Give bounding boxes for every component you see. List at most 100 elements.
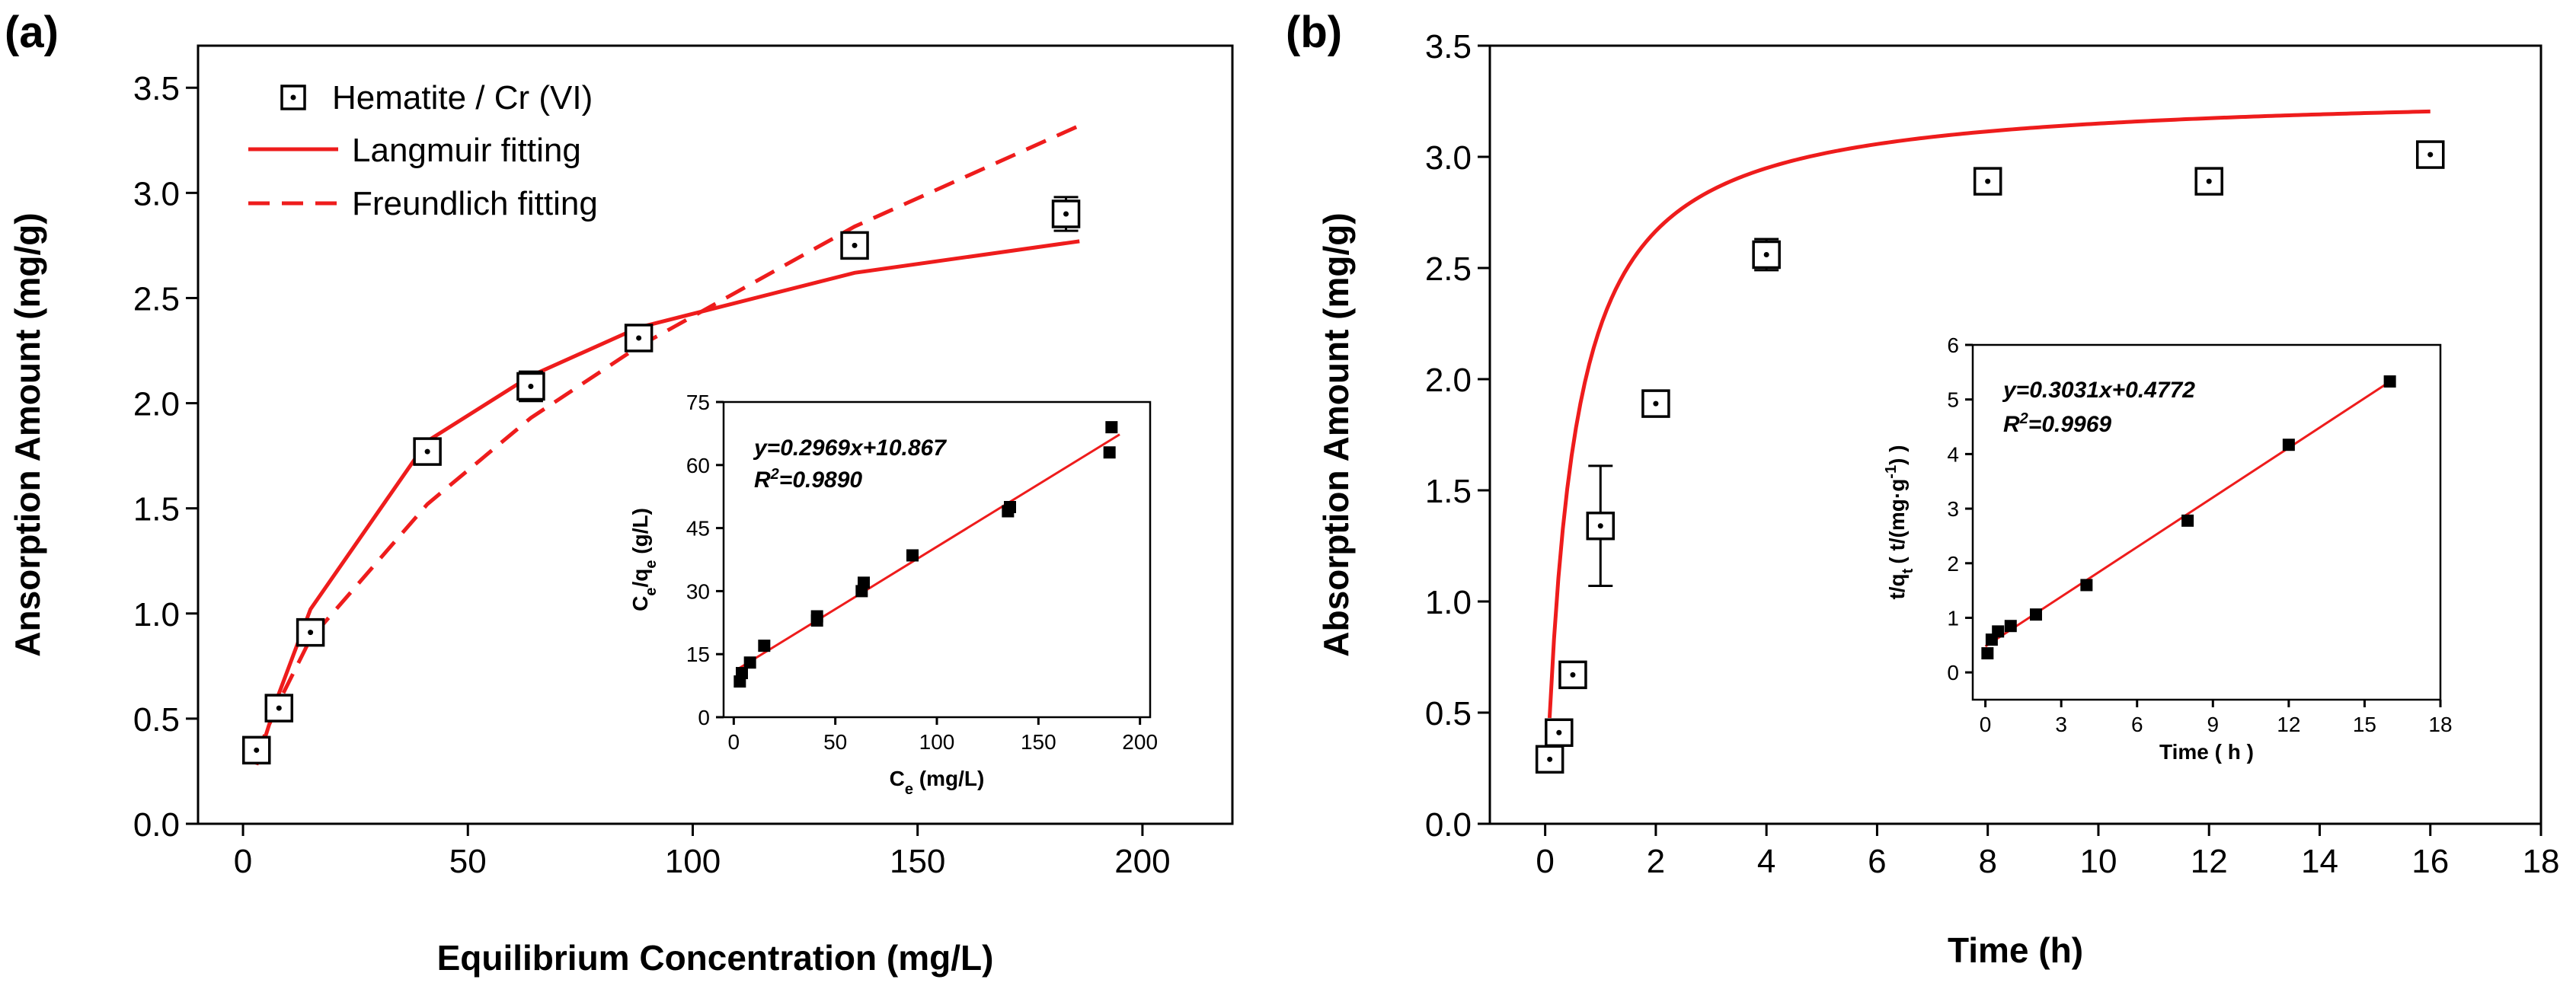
inset-a-r2: R2=0.9890 (754, 466, 862, 493)
inset-point (2181, 514, 2194, 527)
inset-point (736, 667, 748, 680)
y-tick-label: 4 (1947, 442, 1959, 466)
inset-point (1981, 647, 1994, 660)
legend-marker-dot (290, 94, 296, 100)
x-tick-label: 50 (449, 843, 487, 880)
inset-point (810, 610, 823, 623)
y-tick-label: 1.0 (133, 596, 180, 633)
x-tick-label: 150 (890, 843, 945, 880)
inset-point (758, 640, 771, 652)
data-point-dot (308, 630, 314, 636)
panel-b-data-markers (1535, 140, 2445, 774)
inset-point (1992, 625, 2005, 638)
inset-a-fit (737, 433, 1120, 671)
panel-a-data-markers (242, 196, 1081, 765)
inset-a-equation: y=0.2969x+10.867 (753, 435, 947, 461)
x-tick-label: 4 (1757, 843, 1775, 880)
inset-b-equation: y=0.3031x+0.4772 (2002, 378, 2195, 403)
inset-b-x-ticks: 0 3 6 9 12 15 18 (1980, 700, 2453, 736)
inset-b-y-axis-title: t/qt( t/(mg·g-1) ) (1883, 445, 1916, 599)
y-tick-label: 1.5 (133, 491, 180, 528)
x-tick-label: 16 (2411, 843, 2449, 880)
data-point (1752, 240, 1781, 270)
x-tick-label: 6 (1868, 843, 1886, 880)
y-tick-label: 2.5 (1425, 250, 1472, 288)
y-tick-label: 0.0 (1425, 806, 1472, 844)
kinetic-fit-line (1547, 109, 2431, 719)
legend-label-hematite: Hematite / Cr (VI) (332, 79, 593, 116)
panel-a-y-axis-title: Ansorption Amount (mg/g) (8, 212, 47, 656)
inset-point (1004, 501, 1016, 513)
x-tick-label: 12 (2277, 713, 2300, 736)
x-tick-label: 50 (823, 730, 847, 754)
x-tick-label: 100 (665, 843, 721, 880)
inset-a-x-axis-title: Ce (mg/L) (890, 767, 985, 798)
inset-a-y-ticks: 0 15 30 45 60 75 (686, 391, 724, 729)
y-tick-label: 2.0 (1425, 362, 1472, 399)
y-tick-label: 0.5 (133, 701, 180, 739)
inset-point (743, 656, 756, 669)
x-tick-label: 18 (2523, 843, 2560, 880)
inset-a-x-ticks: 0 50 100 150 200 (728, 717, 1158, 754)
x-tick-label: 6 (2131, 713, 2143, 736)
data-point (1558, 660, 1587, 690)
y-tick-label: 60 (686, 454, 710, 477)
x-tick-label: 18 (2428, 713, 2452, 736)
x-tick-label: 0 (1536, 843, 1554, 880)
x-tick-label: 150 (1021, 730, 1056, 754)
data-point-dot (424, 448, 430, 455)
y-tick-label: 1 (1947, 606, 1959, 630)
y-tick-label: 30 (686, 579, 710, 603)
langmuir-fit-line (254, 239, 1080, 766)
panel-a-fit-lines (254, 123, 1081, 766)
x-tick-label: 10 (2079, 843, 2117, 880)
panel-a: (a) 0 50 100 150 200 0.00.51.01.52.02.53.03.… (5, 8, 1234, 978)
inset-b-fit (1984, 381, 2391, 648)
panel-b-x-axis-title: Time (h) (1948, 930, 2083, 970)
y-tick-label: 0.5 (1425, 695, 1472, 732)
data-point-dot (1570, 672, 1576, 678)
y-tick-label: 3.0 (133, 175, 180, 212)
data-point-dot (1063, 211, 1069, 217)
panel-b-y-axis-title: Absorption Amount (mg/g) (1316, 212, 1356, 656)
y-tick-label: 0 (1947, 661, 1959, 684)
inset-b-points (1981, 375, 2396, 660)
inset-point (2029, 608, 2042, 621)
inset-a-points (733, 421, 1118, 688)
inset-b-y-ticks: 0 1 2 3 4 5 6 (1947, 333, 1973, 684)
x-tick-label: 3 (2055, 713, 2067, 736)
data-point-dot (2427, 152, 2434, 158)
y-tick-label: 6 (1947, 333, 1959, 357)
y-tick-label: 3.5 (133, 70, 180, 107)
x-tick-label: 200 (1122, 730, 1158, 754)
panel-b-y-ticks: 0.0 0.5 1.0 1.5 2.0 2.5 3.0 3.5 (1425, 28, 1490, 844)
inset-b-r2: R2=0.9969 (2003, 410, 2111, 437)
data-point-dot (1597, 523, 1603, 529)
panel-b-x-ticks: 0 2 4 6 8 10 12 14 16 18 (1536, 824, 2559, 880)
y-tick-label: 75 (686, 391, 710, 414)
data-point-dot (528, 383, 534, 389)
panel-a-plot-frame (197, 44, 1234, 825)
x-tick-label: 12 (2191, 843, 2228, 880)
x-tick-label: 8 (1978, 843, 1996, 880)
inset-point (858, 576, 870, 589)
data-point-dot (1547, 756, 1553, 762)
y-tick-label: 1.0 (1425, 584, 1472, 621)
data-point (516, 372, 545, 401)
inset-point (2383, 375, 2396, 388)
y-tick-label: 5 (1947, 388, 1959, 412)
y-tick-label: 0.0 (133, 806, 180, 844)
y-tick-label: 15 (686, 643, 710, 666)
x-tick-label: 15 (2353, 713, 2376, 736)
panel-b-label: (b) (1286, 8, 1342, 57)
inset-point (1103, 446, 1116, 459)
legend-label-langmuir: Langmuir fitting (352, 132, 581, 169)
y-tick-label: 1.5 (1425, 473, 1472, 510)
inset-b-x-axis-title: Time ( h ) (2159, 740, 2254, 764)
data-point (242, 735, 271, 765)
panel-b-fit-line (1547, 109, 2431, 719)
data-point-dot (1985, 178, 1991, 184)
inset-point (2004, 620, 2017, 633)
